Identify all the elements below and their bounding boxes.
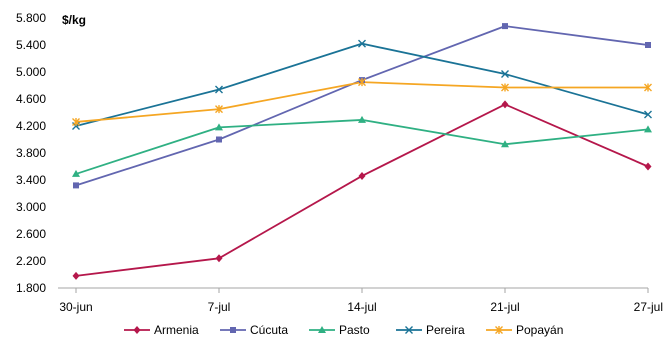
- data-point-pasto: [358, 115, 366, 123]
- data-point-cucuta: [502, 23, 508, 30]
- series-markers: [72, 23, 652, 280]
- data-point-armenia: [72, 271, 80, 280]
- legend-marker: [230, 327, 236, 333]
- y-tick-label: 4.600: [16, 92, 46, 106]
- x-axis: 30-jun 7-jul 14-jul 21-jul 27-jul: [58, 287, 663, 314]
- data-point-popayan: [215, 105, 223, 114]
- legend-label: Pereira: [426, 323, 465, 337]
- data-point-cucuta: [216, 136, 222, 143]
- x-tick-label: 7-jul: [208, 300, 231, 314]
- legend-marker: [495, 326, 503, 334]
- y-tick-label: 5.400: [16, 38, 46, 52]
- data-point-pasto: [215, 123, 223, 131]
- x-tick-label: 14-jul: [347, 300, 376, 314]
- series-lines: [75, 25, 649, 277]
- y-tick-label: 1.800: [16, 281, 46, 295]
- data-point-armenia: [501, 100, 509, 109]
- series-line-cucuta: [75, 25, 649, 187]
- y-tick-label: 2.600: [16, 227, 46, 241]
- data-point-pereira: [358, 39, 366, 48]
- data-point-armenia: [215, 254, 223, 263]
- data-point-pasto: [501, 140, 509, 148]
- y-tick-label: 5.000: [16, 65, 46, 79]
- legend-item-cucuta: Cúcuta: [220, 323, 288, 337]
- y-tick-label: 4.200: [16, 119, 46, 133]
- y-axis-unit-label: $/kg: [62, 13, 86, 27]
- y-tick-label: 3.800: [16, 146, 46, 160]
- y-tick-label: 2.200: [16, 254, 46, 268]
- y-axis: 1.800 2.200 2.600 3.000 3.400 3.800 4.200 4.600…: [16, 11, 46, 295]
- legend-item-pereira: Pereira: [396, 323, 465, 337]
- x-tick-label: 27-jul: [634, 300, 663, 314]
- data-point-pereira: [501, 70, 509, 79]
- legend: Armenia Cúcuta Pasto Pereira Popayán: [124, 323, 563, 337]
- x-tick-label: 21-jul: [490, 300, 519, 314]
- data-point-pasto: [644, 125, 652, 133]
- series-line-pasto: [75, 119, 649, 175]
- y-tick-label: 3.000: [16, 200, 46, 214]
- legend-item-popayan: Popayán: [486, 323, 563, 337]
- legend-label: Armenia: [154, 323, 199, 337]
- series-line-armenia: [75, 103, 649, 277]
- legend-label: Cúcuta: [250, 323, 288, 337]
- data-point-armenia: [358, 171, 366, 180]
- y-tick-label: 3.400: [16, 173, 46, 187]
- legend-label: Popayán: [516, 323, 563, 337]
- data-point-pereira: [215, 85, 223, 94]
- legend-marker: [405, 326, 413, 334]
- legend-marker: [133, 326, 141, 334]
- legend-item-pasto: Pasto: [309, 323, 370, 337]
- data-point-pereira: [644, 110, 652, 119]
- data-point-pasto: [72, 169, 80, 177]
- data-point-cucuta: [645, 42, 651, 48]
- legend-label: Pasto: [339, 323, 370, 337]
- data-point-popayan: [358, 78, 366, 87]
- y-tick-label: 5.800: [16, 11, 46, 25]
- legend-marker: [318, 326, 326, 333]
- data-point-cucuta: [73, 182, 79, 189]
- data-point-popayan: [72, 117, 80, 126]
- legend-item-armenia: Armenia: [124, 323, 199, 337]
- data-point-popayan: [501, 83, 509, 92]
- data-point-armenia: [644, 162, 652, 171]
- x-tick-label: 30-jun: [59, 300, 92, 314]
- data-point-popayan: [644, 83, 652, 92]
